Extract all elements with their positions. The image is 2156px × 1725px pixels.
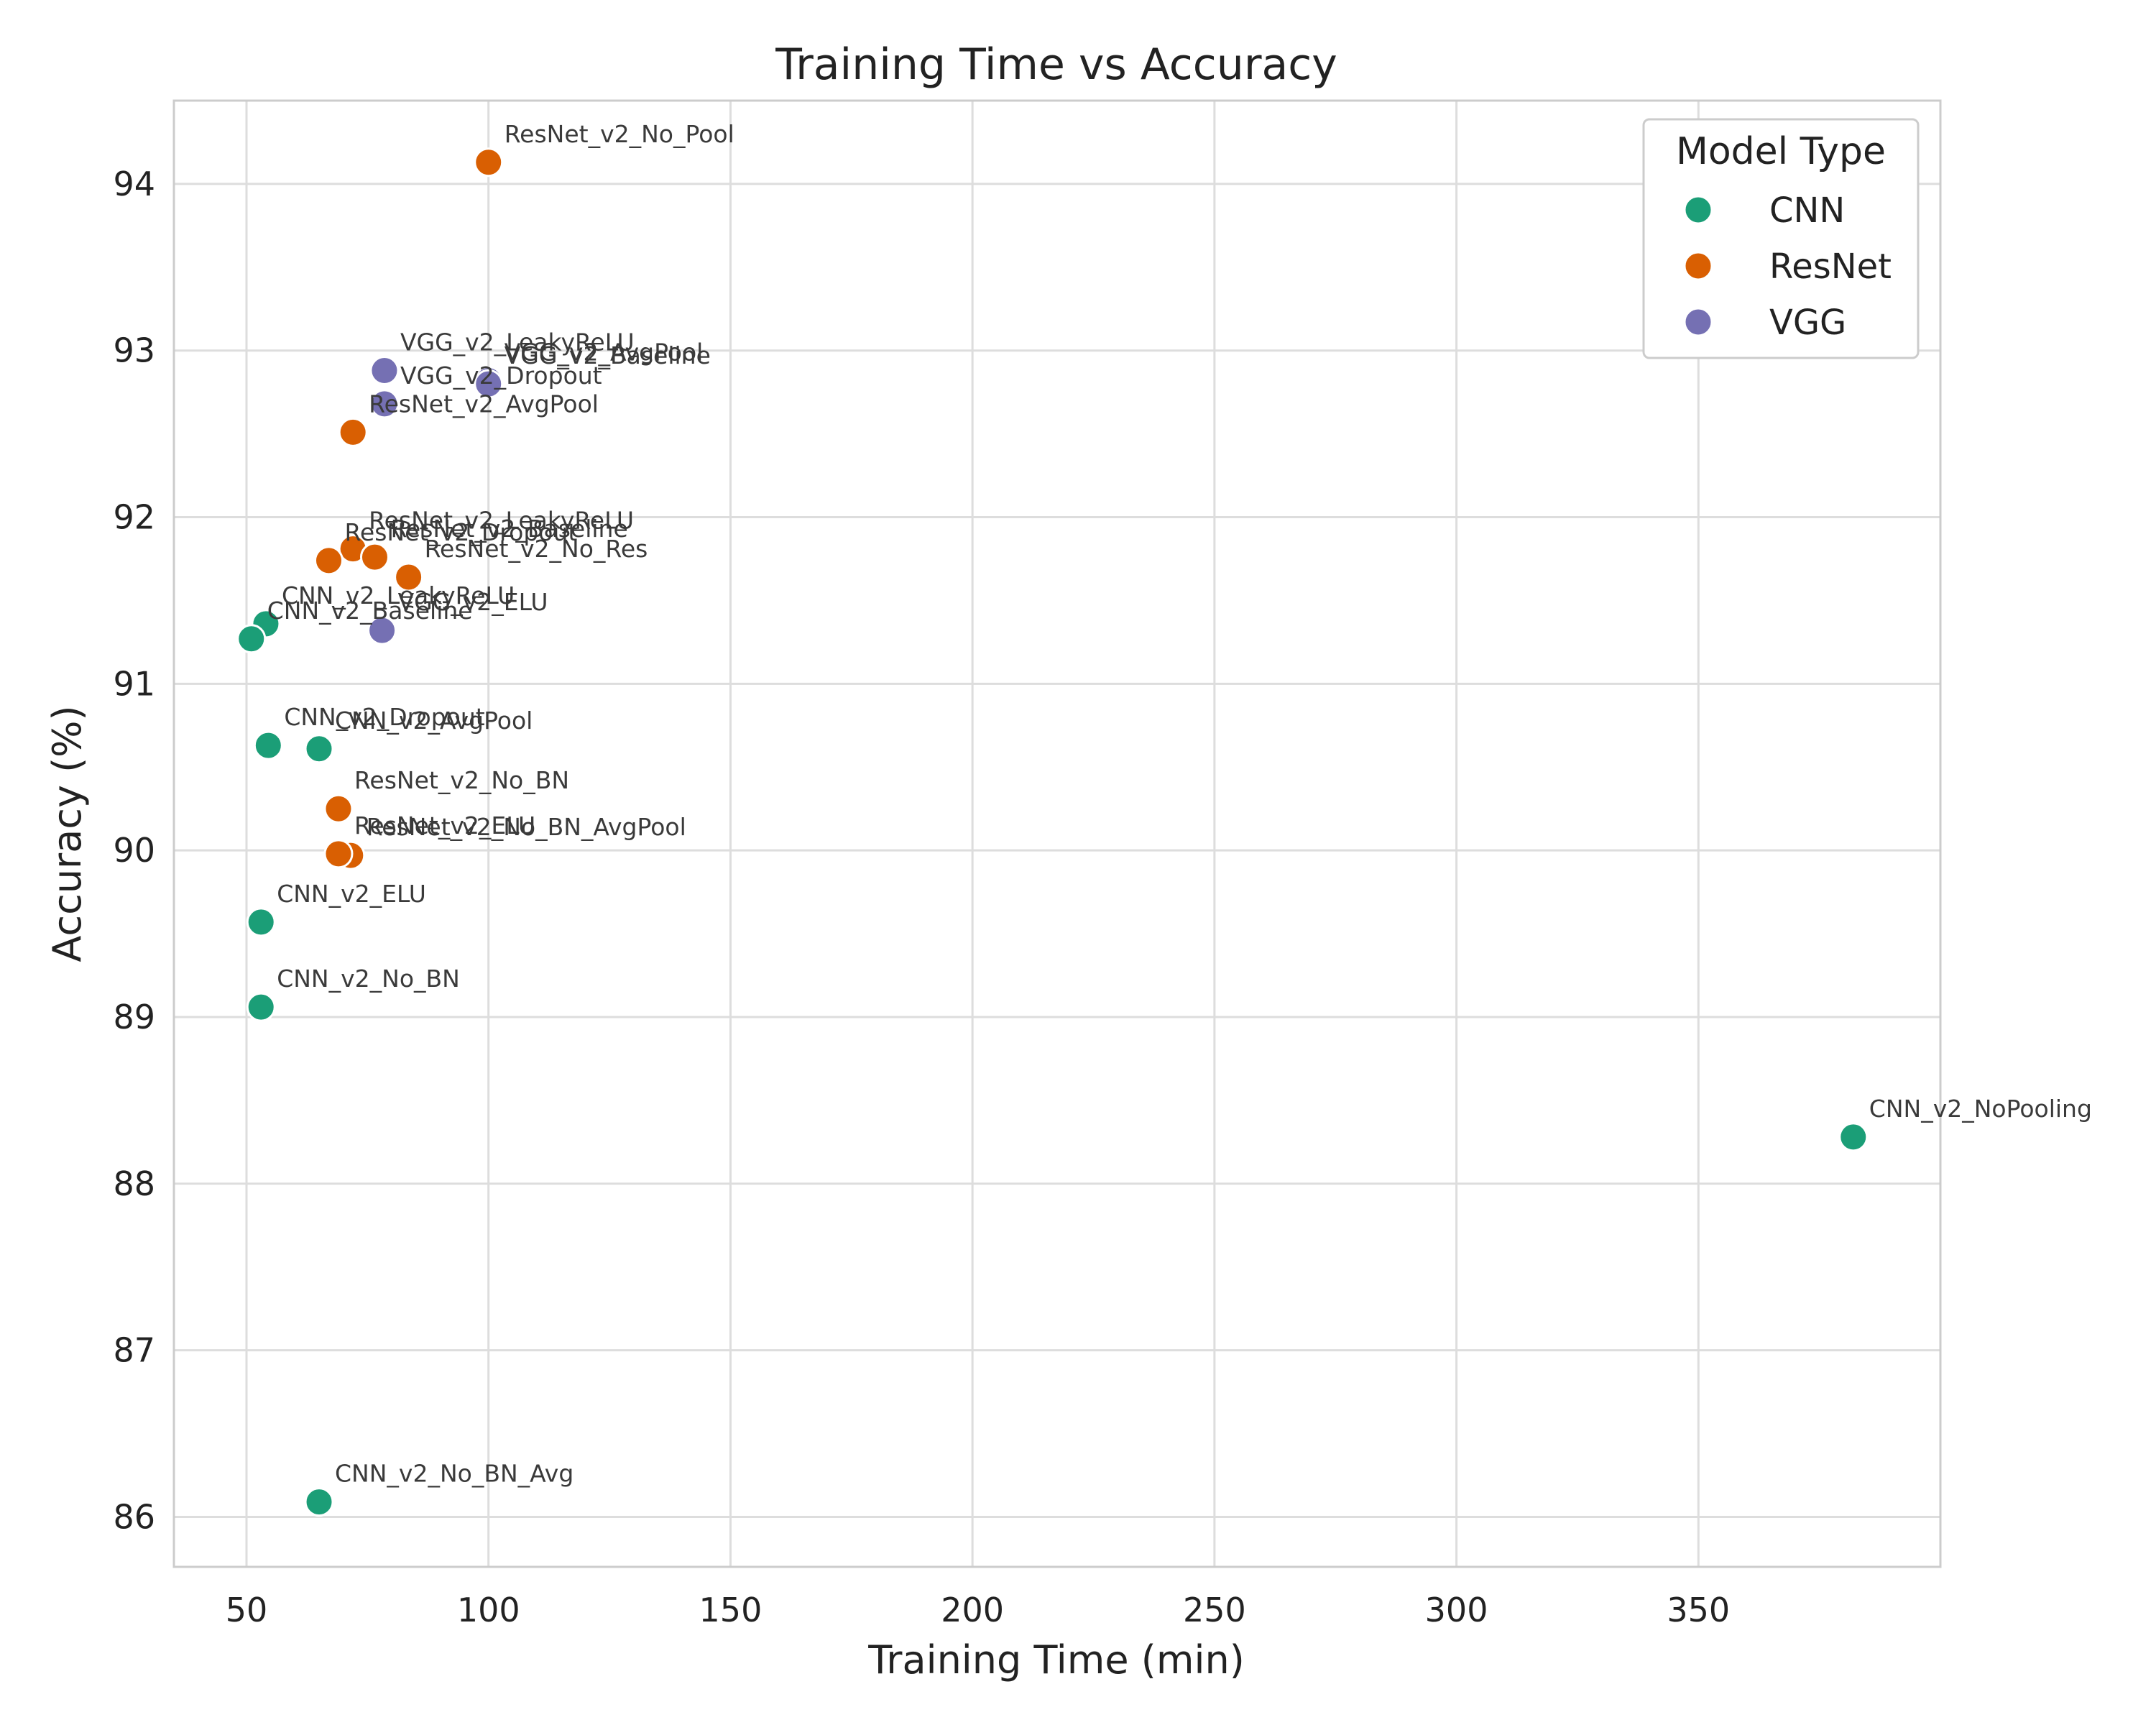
x-tick-label: 300 <box>1425 1591 1488 1629</box>
x-tick-label: 350 <box>1667 1591 1730 1629</box>
legend-marker <box>1683 195 1713 225</box>
x-tick-label: 50 <box>226 1591 268 1629</box>
legend-title: Model Type <box>1676 130 1886 173</box>
point-label: ResNet_v2_Dropout <box>344 518 577 546</box>
y-tick-label: 94 <box>113 165 155 203</box>
point-label: ResNet_v2_Baseline <box>390 515 627 543</box>
point-label: CNN_v2_AvgPool <box>335 707 533 735</box>
data-point <box>369 389 400 419</box>
y-tick-label: 89 <box>113 998 155 1036</box>
point-label: CNN_v2_ELU <box>277 880 426 908</box>
data-point <box>323 794 354 824</box>
legend-marker <box>1683 251 1713 281</box>
data-point <box>474 147 504 178</box>
point-label: VGG_v2_ELU <box>398 588 548 616</box>
y-tick-label: 91 <box>113 664 155 703</box>
data-point <box>394 562 424 592</box>
data-point <box>253 730 283 760</box>
tick-labels: 50 100 150 200 250 300 350 86 87 88 89 90 91 92 93 94 <box>113 165 1730 1629</box>
point-label: VGG_v2_Baseline <box>505 341 711 369</box>
data-point <box>474 369 504 399</box>
point-label: ResNet_v2_No_Res <box>425 535 648 563</box>
data-point <box>313 546 344 576</box>
data-point <box>367 615 397 645</box>
legend-box <box>1642 118 1920 359</box>
point-label: CNN_v2_Dropout <box>284 703 484 731</box>
point-label: CNN_v2_LeakyReLU <box>282 581 515 610</box>
data-point <box>246 907 276 937</box>
x-tick-label: 250 <box>1183 1591 1246 1629</box>
data-points <box>236 147 1869 1517</box>
y-tick-label: 92 <box>113 498 155 537</box>
point-label: CNN_v2_No_BN_Avg <box>335 1460 573 1488</box>
legend-marker <box>1683 307 1713 337</box>
point-label: ResNet_v2_No_Pool <box>505 120 734 148</box>
plot-frame <box>172 99 1942 1568</box>
point-label: CNN_v2_No_BN <box>277 965 460 993</box>
data-point <box>359 542 390 572</box>
y-tick-label: 86 <box>113 1497 155 1536</box>
point-label: ResNet_v2_No_BN_AvgPool <box>367 813 686 841</box>
x-tick-label: 100 <box>457 1591 520 1629</box>
y-axis-label: Accuracy (%) <box>45 705 90 962</box>
point-label: VGG_v2_AvgPool <box>505 338 704 366</box>
data-point <box>236 624 267 654</box>
point-label: ResNet_v2_AvgPool <box>369 390 599 418</box>
point-label: ResNet_v2_ELU <box>354 811 535 840</box>
point-label: VGG_v2_LeakyReLU <box>400 328 635 356</box>
y-tick-label: 93 <box>113 331 155 370</box>
data-point <box>323 839 354 869</box>
point-label: CNN_v2_Baseline <box>267 597 473 625</box>
point-labels: ResNet_v2_No_PoolVGG_v2_LeakyReLUVGG_v2_… <box>267 120 2092 1488</box>
data-point <box>246 992 276 1022</box>
legend-entry-label: CNN <box>1769 190 1845 231</box>
legend-entry-label: VGG <box>1769 303 1846 343</box>
y-tick-label: 88 <box>113 1164 155 1203</box>
y-tick-label: 87 <box>113 1331 155 1370</box>
data-point <box>369 356 400 386</box>
x-tick-label: 150 <box>699 1591 763 1629</box>
chart-title: Training Time vs Accuracy <box>775 40 1337 90</box>
data-point <box>304 1487 334 1517</box>
point-label: VGG_v2_Dropout <box>400 362 602 390</box>
x-axis-label: Training Time (min) <box>867 1637 1245 1683</box>
legend-entries: CNN ResNet VGG <box>1683 190 1892 343</box>
point-label: ResNet_v2_LeakyReLU <box>369 507 634 535</box>
grid-lines <box>174 101 1940 1567</box>
legend: Model Type CNN ResNet VGG <box>1642 118 1920 359</box>
x-tick-label: 200 <box>941 1591 1004 1629</box>
data-point <box>338 417 368 447</box>
data-point <box>1838 1122 1869 1152</box>
data-point <box>304 734 334 764</box>
y-tick-label: 90 <box>113 831 155 870</box>
point-label: ResNet_v2_No_BN <box>354 766 569 794</box>
legend-entry-label: ResNet <box>1769 247 1892 287</box>
point-label: CNN_v2_NoPooling <box>1869 1095 2092 1123</box>
